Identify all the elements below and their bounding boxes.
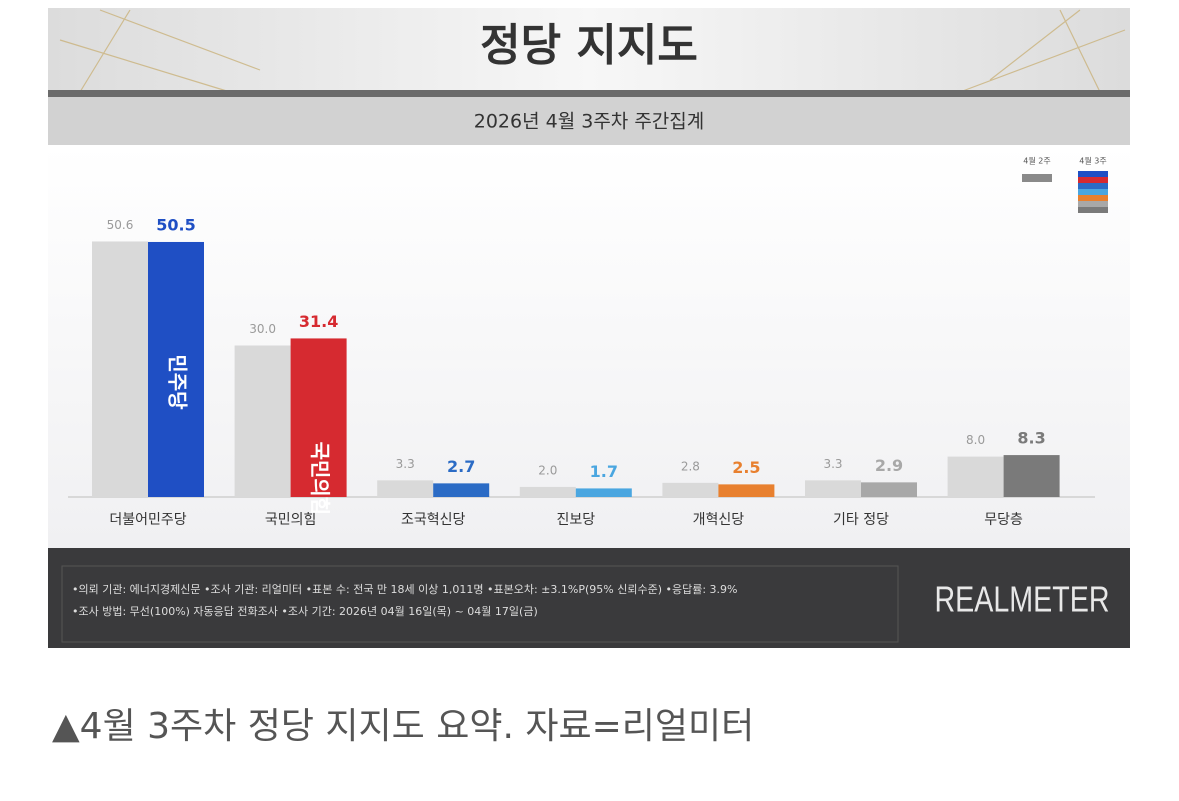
source-logo: REALMETER [935, 579, 1110, 620]
legend-label: 4월 3주 [1079, 156, 1106, 166]
footer [48, 548, 1130, 648]
bar [290, 338, 347, 497]
bar [148, 241, 204, 497]
notes-box [61, 565, 899, 643]
bar [575, 488, 632, 497]
note: •의뢰 기관: 에너지경제신문 •조사 기관: 리얼미터 •표본 수: 전국 만… [72, 582, 737, 596]
header-decoration [59, 9, 1126, 93]
value-label: 2.9 [875, 456, 903, 475]
x-tick-label: 더불어민주당 [109, 512, 186, 528]
value-label: 3.3 [396, 457, 415, 471]
x-tick-label: 국민의힘 [265, 512, 317, 528]
legend-swatch [1078, 177, 1108, 183]
subtitle-band [48, 97, 1130, 145]
value-label: 8.3 [1017, 429, 1045, 448]
value-label: 30.0 [249, 322, 276, 336]
bar [92, 241, 148, 497]
value-label: 2.7 [447, 457, 475, 476]
header-rule [48, 90, 1130, 97]
value-label: 2.0 [538, 463, 557, 477]
bar [519, 486, 576, 497]
bar [662, 482, 719, 497]
x-tick-label: 기타 정당 [833, 512, 889, 528]
value-label: 50.5 [156, 215, 195, 234]
bar [377, 480, 434, 497]
legend-swatch [1078, 195, 1108, 201]
value-label: 8.0 [966, 433, 985, 447]
bar-logo: 민주당 [166, 354, 190, 410]
legend-swatch [1078, 183, 1108, 189]
bar-logo: 국민의힘 [308, 442, 332, 516]
x-tick-label: 진보당 [556, 512, 595, 528]
chart-subtitle: 2026년 4월 3주차 주간집계 [474, 111, 705, 133]
header-band [48, 8, 1130, 92]
caption: ▲4월 3주차 정당 지지도 요약. 자료=리얼미터 [52, 706, 754, 747]
bar [1003, 455, 1060, 497]
bar [861, 482, 917, 497]
legend-swatch [1078, 189, 1108, 195]
value-label: 50.6 [107, 218, 134, 232]
legend-label: 4월 2주 [1023, 156, 1050, 166]
value-label: 3.3 [823, 457, 842, 471]
legend-swatch [1078, 207, 1108, 213]
value-label: 1.7 [590, 462, 618, 481]
value-label: 31.4 [299, 312, 338, 331]
bar [947, 456, 1004, 497]
value-label: 2.8 [681, 459, 700, 473]
bar [433, 483, 490, 497]
x-tick-label: 개혁신당 [693, 512, 745, 528]
x-tick-label: 조국혁신당 [401, 512, 466, 528]
value-label: 2.5 [732, 458, 760, 477]
legend-swatch [1022, 174, 1052, 182]
legend-swatch [1078, 171, 1108, 177]
bar [718, 484, 775, 497]
bar [805, 480, 861, 497]
x-tick-label: 무당층 [984, 512, 1023, 528]
note: •조사 방법: 무선(100%) 자동응답 전화조사 •조사 기간: 2026년… [72, 604, 538, 618]
legend-swatch [1078, 201, 1108, 207]
chart-title: 정당 지지도 [480, 20, 698, 71]
bar [234, 345, 291, 497]
